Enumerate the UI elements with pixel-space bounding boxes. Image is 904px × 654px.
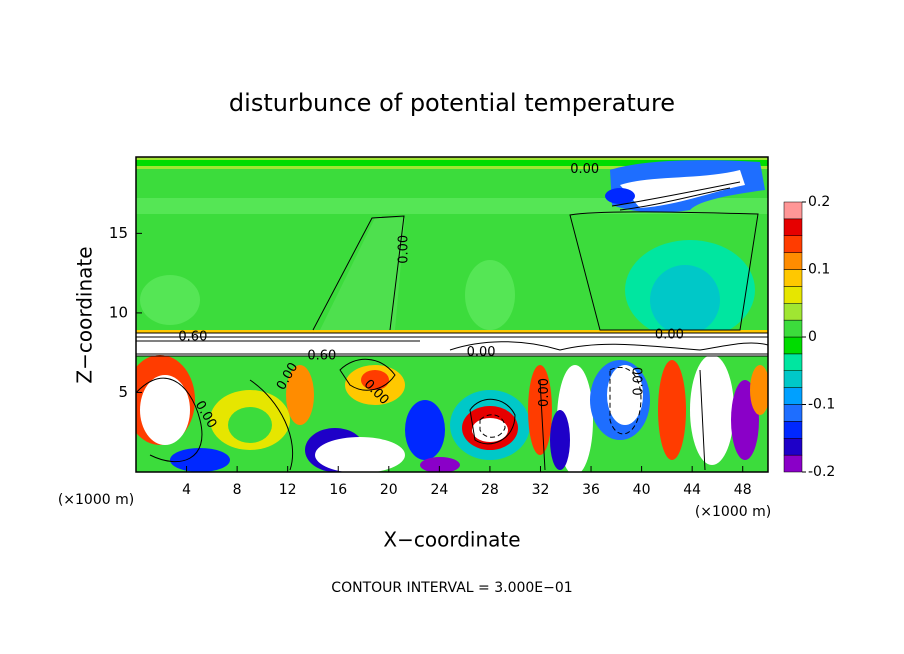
colorbar-swatch bbox=[783, 421, 803, 439]
colorbar-tick-label: -0.1 bbox=[808, 397, 835, 413]
colorbar-swatch bbox=[783, 454, 803, 473]
x-tick-label: 4 bbox=[182, 482, 191, 498]
colorbar-swatch bbox=[783, 235, 803, 253]
x-tick-label: 20 bbox=[380, 482, 398, 498]
x-tick-label: 28 bbox=[481, 482, 499, 498]
y-tick-label: 15 bbox=[109, 224, 128, 242]
x-axis-label: X−coordinate bbox=[383, 528, 520, 552]
chart-title: disturbunce of potential temperature bbox=[229, 89, 675, 117]
contour-label: 0.60 bbox=[178, 329, 207, 344]
colorbar-swatch bbox=[783, 303, 803, 321]
colorbar-swatch bbox=[783, 370, 803, 388]
x-tick-label: 48 bbox=[734, 482, 752, 498]
x-tick-label: 44 bbox=[683, 482, 701, 498]
contour-label: 0.60 bbox=[307, 348, 336, 363]
colorbar-tick-label: 0.2 bbox=[808, 194, 830, 210]
colorbar-swatch bbox=[783, 286, 803, 304]
colorbar-swatch bbox=[783, 201, 803, 220]
y-axis-label: Z−coordinate bbox=[73, 246, 97, 383]
contour-label: 0.00 bbox=[655, 328, 684, 343]
colorbar-swatch bbox=[783, 387, 803, 405]
colorbar-swatch bbox=[783, 252, 803, 270]
contour-label: 0.00 bbox=[570, 162, 599, 177]
colorbar-tick-label: 0.1 bbox=[808, 262, 830, 278]
contour-labels: 0.000.600.60 0.000.000.000.000.000.00 0.00… bbox=[178, 162, 683, 431]
x-tick-label: 12 bbox=[279, 482, 297, 498]
colorbar-swatch bbox=[783, 336, 803, 355]
y-tick-label: 5 bbox=[118, 383, 128, 401]
x-tick-label: 8 bbox=[233, 482, 242, 498]
colorbar-tick-label: -0.2 bbox=[808, 464, 835, 480]
contour-label: 0.00 bbox=[396, 235, 411, 264]
x-unit-label: (×1000 m) bbox=[695, 504, 771, 520]
x-tick-label: 36 bbox=[582, 482, 600, 498]
y-tick-label: 10 bbox=[109, 303, 128, 321]
colorbar-swatch bbox=[783, 438, 803, 456]
contour-label: 0.00 bbox=[467, 345, 496, 360]
colorbar-swatch bbox=[783, 218, 803, 236]
footnote: CONTOUR INTERVAL = 3.000E−01 bbox=[331, 580, 572, 596]
plot-frame bbox=[135, 156, 769, 473]
colorbar-swatch bbox=[783, 353, 803, 371]
x-tick-label: 24 bbox=[430, 482, 448, 498]
colorbar-swatch bbox=[783, 319, 803, 338]
x-tick-label: 32 bbox=[532, 482, 550, 498]
x-unit-label: (×1000 m) bbox=[58, 492, 134, 508]
colorbar-tick-label: 0 bbox=[808, 329, 817, 345]
colorbar-swatch bbox=[783, 404, 803, 422]
field bbox=[136, 157, 768, 472]
contour-label: 0.00 bbox=[632, 367, 647, 396]
contour-label: 0.00 bbox=[537, 378, 552, 407]
colorbar-swatch bbox=[783, 269, 803, 287]
colorbar: -0.2 -0.1 0 0.1 0.2 bbox=[783, 194, 835, 480]
x-tick-label: 16 bbox=[329, 482, 347, 498]
x-tick-label: 40 bbox=[633, 482, 651, 498]
